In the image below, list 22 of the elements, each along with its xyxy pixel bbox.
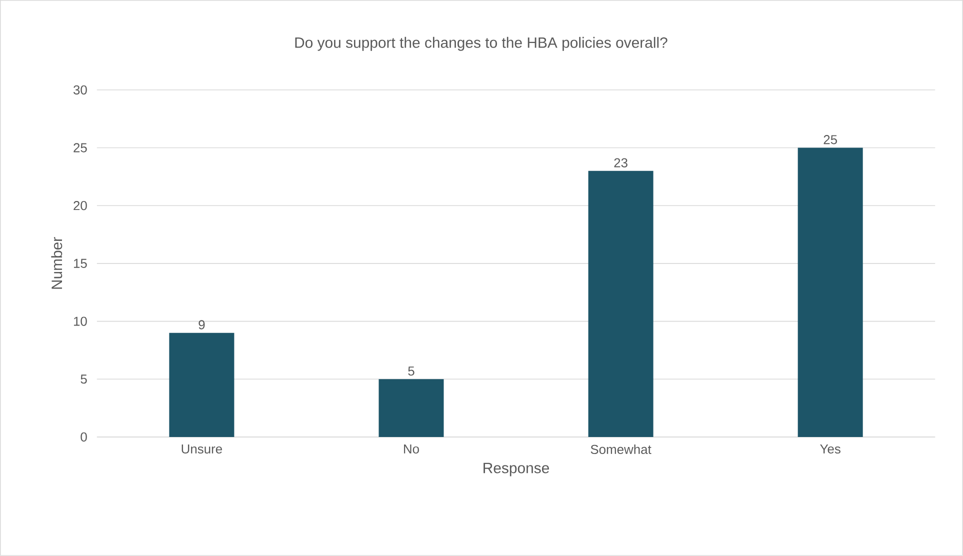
x-tick-label: Yes (820, 444, 840, 454)
data-label: 5 (408, 366, 414, 376)
data-label: 9 (198, 320, 205, 330)
y-tick-label: 30 (73, 85, 87, 95)
x-tick-label: Somewhat (590, 444, 652, 454)
y-tick-label: 25 (74, 143, 87, 152)
bar (169, 332, 234, 438)
y-tick-label: 5 (80, 374, 87, 384)
bar (588, 170, 654, 438)
y-tick-label: 10 (74, 316, 87, 326)
x-tick-label: No (404, 444, 419, 454)
bar (378, 379, 444, 438)
y-tick-label: 20 (74, 201, 87, 210)
chart-title: Do you support the changes to the HBA policies overall? (295, 36, 668, 51)
data-label: 25 (824, 135, 837, 144)
x-axis-title: Response (484, 462, 549, 476)
bar (798, 148, 863, 438)
x-tick-label: Unsure (182, 444, 222, 454)
y-axis-title: Number (51, 237, 62, 289)
data-label: 23 (614, 158, 628, 168)
y-tick-label: 0 (80, 432, 87, 442)
y-tick-label: 15 (74, 258, 87, 268)
